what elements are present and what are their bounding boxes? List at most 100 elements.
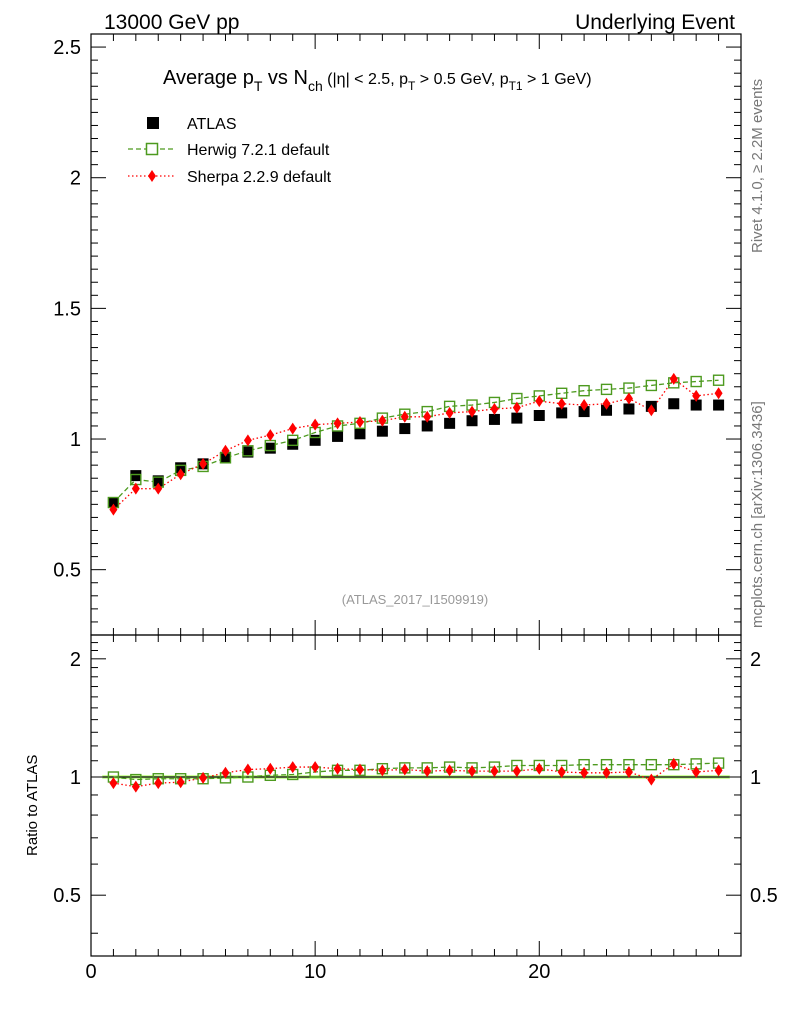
herwig-line — [112, 379, 719, 503]
sherpa-point — [131, 482, 140, 495]
sherpa-point — [557, 397, 566, 410]
sherpa-ratio-point — [580, 766, 589, 779]
atlas-point — [332, 430, 344, 442]
legend-atlas-label: ATLAS — [187, 116, 237, 133]
ratio-y-tick-label-right: 1 — [750, 767, 761, 789]
ratio-y-tick-label: 0.5 — [53, 885, 81, 907]
sherpa-ratio-point — [243, 763, 252, 776]
herwig-point — [645, 379, 658, 392]
sherpa-point — [714, 387, 723, 400]
sherpa-ratio-point — [490, 765, 499, 778]
sherpa-point — [669, 372, 678, 385]
sherpa-ratio-point — [602, 766, 611, 779]
atlas-point — [533, 410, 545, 422]
sherpa-point — [490, 402, 499, 415]
sherpa-point — [199, 457, 208, 470]
sherpa-ratio-point — [355, 763, 364, 776]
sherpa-point — [333, 417, 342, 430]
sherpa-point — [266, 429, 275, 442]
atlas-point — [219, 451, 231, 463]
main-y-tick-label: 0.5 — [53, 560, 81, 582]
sherpa-point — [468, 405, 477, 418]
x-tick-label: 10 — [304, 961, 326, 983]
sherpa-point — [355, 416, 364, 429]
ratio-axis-ticks — [90, 635, 742, 956]
sherpa-ratio-point — [154, 777, 163, 790]
atlas-point — [511, 412, 523, 424]
sherpa-point — [311, 418, 320, 431]
sherpa-point — [400, 410, 409, 423]
atlas-point — [287, 438, 299, 450]
legend-herwig-label: Herwig 7.2.1 default — [187, 142, 330, 159]
atlas-point — [376, 425, 388, 437]
atlas-point — [309, 434, 321, 446]
sherpa-point — [154, 482, 163, 495]
ratio-y-tick-label: 1 — [70, 767, 81, 789]
atlas-point — [488, 413, 500, 425]
herwig-point — [578, 384, 590, 397]
atlas-point — [175, 462, 187, 474]
sherpa-ratio-point — [692, 765, 701, 778]
sherpa-ratio-point — [109, 777, 118, 790]
sherpa-ratio-point — [535, 762, 544, 775]
main-axis-ticks — [90, 33, 742, 636]
sherpa-ratio-point — [468, 765, 477, 778]
herwig-point — [712, 374, 725, 386]
sherpa-ratio-point — [131, 780, 140, 793]
atlas-point — [107, 497, 119, 509]
herwig-ratio-line — [113, 762, 719, 781]
tick-labels: 0 10 20 0.5 1 1.5 2 2.5 0.5 0.5 1 1 2 2 — [53, 37, 778, 983]
atlas-point — [421, 420, 433, 432]
x-tick-label: 20 — [528, 961, 550, 983]
main-y-tick-label: 2.5 — [53, 37, 81, 59]
sherpa-point — [423, 410, 432, 423]
sherpa-ratio-point — [647, 773, 656, 786]
mcplots-label: mcplots.cern.ch [arXiv:1306.3436] — [749, 401, 766, 628]
main-series-lines — [112, 378, 719, 511]
ratio-y-tick-label: 2 — [70, 649, 81, 671]
atlas-point — [556, 407, 568, 419]
main-y-tick-label: 1.5 — [53, 298, 81, 320]
sherpa-point — [647, 404, 656, 417]
sherpa-point — [512, 401, 521, 414]
sherpa-ratio-point — [669, 757, 678, 770]
herwig-ratio-point — [645, 758, 658, 771]
legend-atlas-marker — [147, 117, 159, 129]
analysis-id: (ATLAS_2017_I1509919) — [342, 592, 488, 607]
sherpa-ratio-point — [311, 761, 320, 774]
herwig-point — [600, 383, 613, 396]
atlas-point — [242, 446, 254, 458]
sherpa-point — [445, 406, 454, 419]
sherpa-point — [378, 414, 387, 427]
plot-title: Average pT vs Nch (|η| < 2.5, pT > 0.5 G… — [163, 67, 592, 94]
ratio-plot-frame — [90, 634, 742, 957]
atlas-point — [623, 403, 635, 415]
sherpa-point — [580, 399, 589, 412]
rivet-version-label: Rivet 4.1.0, ≥ 2.2M events — [749, 79, 766, 253]
sherpa-point — [602, 397, 611, 410]
header-left-label: 13000 GeV pp — [104, 11, 239, 34]
sherpa-point — [288, 422, 297, 435]
x-tick-label: 0 — [85, 961, 96, 983]
sherpa-ratio-line — [113, 763, 719, 788]
sherpa-ratio-point — [714, 764, 723, 777]
ratio-axis-label: Ratio to ATLAS — [24, 755, 41, 856]
sherpa-ratio-point — [423, 765, 432, 778]
sherpa-ratio-point — [378, 764, 387, 777]
herwig-point — [690, 375, 702, 388]
atlas-point — [152, 475, 164, 487]
atlas-point — [264, 442, 276, 454]
sherpa-ratio-point — [221, 766, 230, 779]
ratio-series-points — [107, 757, 725, 793]
header-right-label: Underlying Event — [575, 11, 735, 34]
sherpa-point — [692, 389, 701, 402]
legend-herwig-marker — [145, 142, 159, 156]
atlas-point — [399, 423, 411, 435]
sherpa-ratio-point — [333, 762, 342, 775]
sherpa-ratio-point — [624, 765, 633, 778]
legend: ATLAS Herwig 7.2.1 default Sherpa 2.2.9 … — [128, 116, 332, 186]
sherpa-ratio-point — [288, 761, 297, 774]
sherpa-ratio-point — [176, 776, 185, 789]
ratio-series-lines — [113, 762, 719, 788]
